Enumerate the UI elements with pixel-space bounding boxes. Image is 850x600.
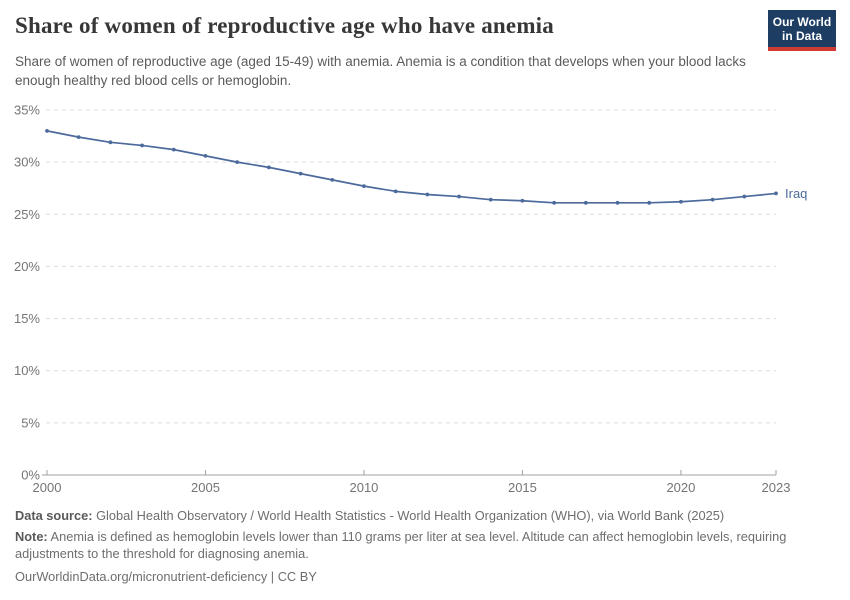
owid-url-link[interactable]: OurWorldinData.org/micronutrient-deficie… [15,569,268,584]
x-axis-tick-label: 2010 [349,480,378,495]
owid-logo-line2: in Data [781,28,822,43]
data-point[interactable] [615,200,620,205]
data-point[interactable] [45,128,49,133]
citation-separator: | [267,569,278,584]
data-point[interactable] [76,135,81,140]
y-axis-tick-label: 30% [14,155,40,170]
chart-canvas: 0% 5% 10% 15% 20% 25% 30% 35% 2000 2005 2010 2015 20… [14,103,807,496]
data-point[interactable] [108,140,113,145]
owid-logo-line1: Our World [772,14,832,29]
data-point[interactable] [203,153,208,158]
note-line: Note: Anemia is defined as hemoglobin le… [15,528,823,562]
x-axis-tick-label: 2023 [762,480,791,495]
data-point[interactable] [647,200,652,205]
data-point[interactable] [425,192,430,197]
data-line-iraq[interactable] [46,130,777,204]
chart-footer: Data source: Global Health Observatory /… [15,507,823,589]
data-point[interactable] [140,143,144,148]
data-point[interactable] [393,189,398,194]
y-axis-tick-label: 10% [14,363,40,378]
y-axis-tick-label: 0% [21,468,40,483]
data-point[interactable] [330,177,335,182]
y-axis-tick-label: 15% [14,311,40,326]
data-source-label: Data source: [15,508,93,523]
data-point[interactable] [552,200,557,205]
chart-subtitle: Share of women of reproductive age (aged… [15,54,746,88]
data-point[interactable] [266,165,271,170]
data-point[interactable] [742,194,747,199]
data-source-line: Data source: Global Health Observatory /… [15,507,823,524]
y-axis-tick-label: 5% [21,415,40,430]
line-end-label-iraq: Iraq [785,186,807,201]
data-point[interactable] [457,194,461,199]
x-axis-tick-label: 2000 [33,480,62,495]
x-axis-tick-label: 2005 [191,480,220,495]
data-point[interactable] [171,147,176,152]
data-point[interactable] [774,191,778,196]
page-title: Share of women of reproductive age who h… [15,13,554,38]
license-label: CC BY [277,569,317,584]
line-chart: 0% 5% 10% 15% 20% 25% 30% 35% 2000 2005 2010 2015 20… [0,95,850,505]
citation-line: OurWorldinData.org/micronutrient-deficie… [15,568,823,585]
data-point[interactable] [679,199,683,204]
y-axis-tick-label: 25% [14,207,40,222]
data-point[interactable] [298,171,303,176]
data-point[interactable] [488,197,493,202]
data-source-text: Global Health Observatory / World Health… [92,508,725,523]
data-point[interactable] [583,200,588,205]
data-point[interactable] [362,184,366,189]
data-point[interactable] [235,160,240,165]
x-axis-tick-label: 2020 [666,480,695,495]
note-text: Anemia is defined as hemoglobin levels l… [15,529,787,561]
y-axis-tick-label: 35% [14,103,40,118]
data-point[interactable] [710,197,715,202]
y-axis-tick-label: 20% [14,259,40,274]
note-label: Note: [15,529,48,544]
x-axis-tick-label: 2015 [508,480,537,495]
data-point[interactable] [520,198,525,203]
owid-logo: Our World in Data [768,10,836,51]
